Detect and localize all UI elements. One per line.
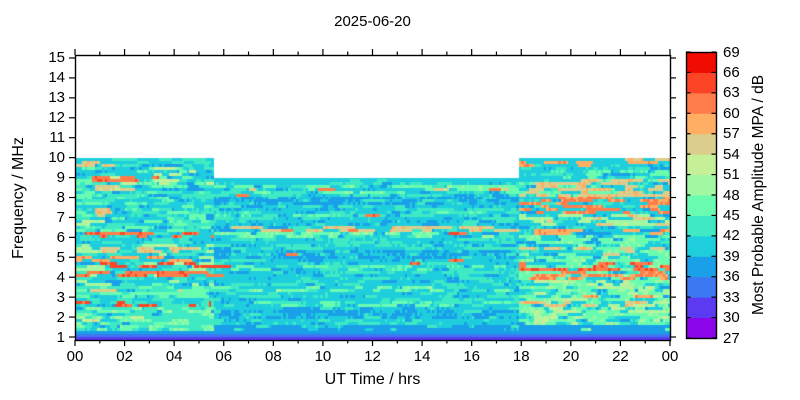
colorbar-band — [686, 92, 716, 114]
colorbar-band — [686, 235, 716, 257]
colorbar-frame — [685, 51, 718, 340]
y-axis-title: Frequency / MHz — [10, 137, 27, 259]
x-tick-label: 10 — [314, 348, 332, 365]
colorbar-band — [686, 174, 716, 196]
colorbar-band — [686, 297, 716, 319]
colorbar-band — [686, 133, 716, 155]
colorbar-band — [686, 276, 716, 298]
y-tick-label: 7 — [56, 208, 65, 226]
colorbar-tick-label: 45 — [723, 206, 740, 224]
x-tick-label: 12 — [364, 348, 381, 365]
heatmap-canvas — [75, 55, 670, 340]
x-tick-label: 00 — [66, 348, 84, 365]
colorbar-band — [686, 113, 716, 135]
colorbar-tick-label: 33 — [723, 288, 740, 306]
x-tick-label: 14 — [413, 348, 431, 365]
y-tick-label: 15 — [48, 49, 65, 67]
colorbar-tick-label: 66 — [723, 63, 740, 81]
colorbar-band — [686, 317, 716, 339]
x-tick-label: 22 — [612, 348, 629, 365]
y-tick-label: 6 — [56, 228, 65, 246]
colorbar-tick-label: 27 — [723, 329, 740, 347]
y-tick-label: 8 — [56, 189, 65, 206]
x-tick-label: 02 — [116, 348, 133, 365]
x-tick-label: 18 — [512, 348, 530, 365]
chart-title: 2025-06-20 — [334, 13, 411, 30]
colorbar-tick-label: 54 — [723, 145, 740, 163]
y-tick-label: 2 — [56, 308, 65, 326]
colorbar-tick-label: 48 — [723, 186, 740, 204]
colorbar-tick-label: 63 — [723, 84, 740, 102]
y-tick-label: 9 — [56, 169, 65, 187]
x-tick-label: 06 — [215, 348, 233, 365]
colorbar-band — [686, 256, 716, 278]
x-axis-title: UT Time / hrs — [324, 371, 421, 388]
y-tick-label: 5 — [56, 248, 65, 266]
x-tick-label: 20 — [562, 348, 580, 365]
x-tick-label: 00 — [661, 348, 679, 365]
colorbar-tick-label: 57 — [723, 125, 740, 143]
colorbar-band — [686, 154, 716, 176]
colorbar-tick-label: 42 — [723, 227, 740, 245]
colorbar-tick-label: 39 — [723, 247, 740, 265]
colorbar-band — [686, 72, 716, 94]
y-tick-label: 4 — [56, 268, 65, 286]
colorbar-tick-label: 36 — [723, 268, 740, 286]
x-tick-label: 16 — [463, 348, 480, 365]
x-tick-label: 08 — [264, 348, 282, 365]
y-tick-label: 1 — [56, 328, 65, 346]
colorbar-tick-label: 69 — [723, 43, 740, 61]
y-tick-label: 3 — [56, 288, 65, 306]
y-tick-label: 14 — [48, 69, 65, 87]
y-tick-label: 13 — [48, 89, 65, 107]
colorbar-band — [686, 52, 716, 73]
y-tick-label: 11 — [49, 129, 65, 147]
colorbar-tick-label: 30 — [723, 309, 740, 327]
colorbar-title: Most Probable Amplitude MPA / dB — [750, 74, 767, 316]
y-tick-label: 12 — [48, 109, 65, 127]
colorbar-tick-label: 51 — [723, 166, 740, 184]
y-tick-label: 10 — [48, 149, 65, 167]
colorbar-band — [686, 195, 716, 216]
colorbar-band — [686, 215, 716, 237]
colorbar-tick-label: 60 — [723, 104, 740, 122]
x-tick-label: 04 — [165, 348, 183, 365]
